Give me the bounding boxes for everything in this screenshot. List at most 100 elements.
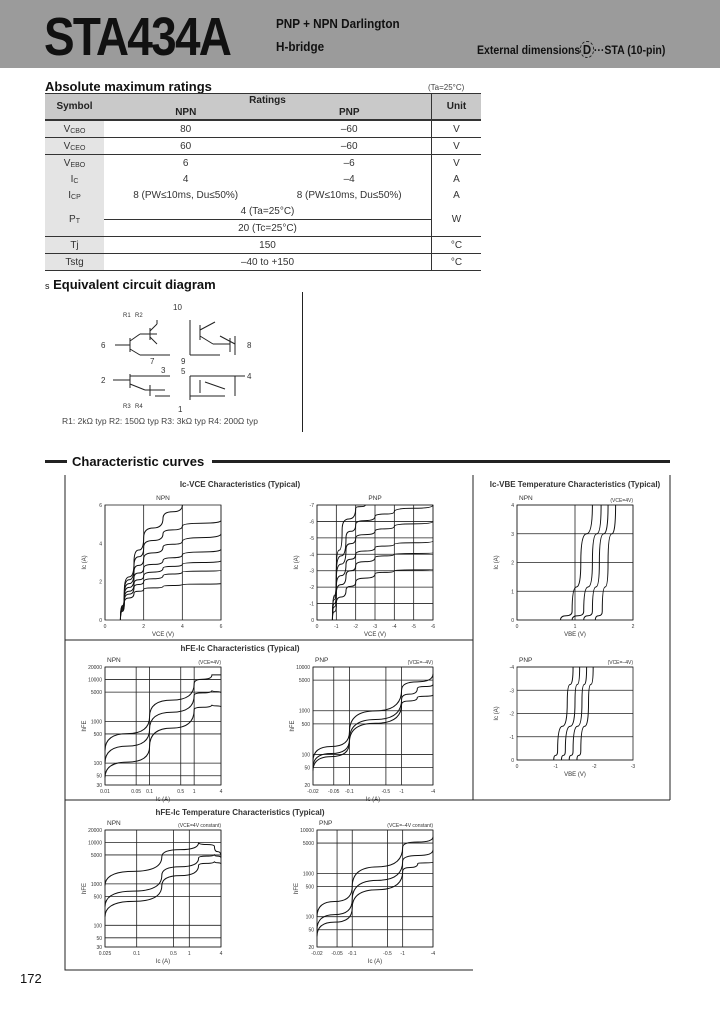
- resistor-label: R4: [135, 404, 143, 410]
- external-dimensions: External dimensions D ···STA (10-pin): [477, 41, 665, 58]
- y-tick-label: -2: [310, 585, 315, 591]
- plot-area: [104, 666, 222, 786]
- chart-subtitle: NPN: [519, 495, 533, 502]
- dimension-code-badge: D: [580, 41, 594, 58]
- curves-title: Characteristic curves: [72, 454, 205, 469]
- equivalent-circuit-diagram: 10 6 7 8 9 2 3 5 4 1 R1 R2 R3 R4: [101, 303, 252, 414]
- table-row: 20 (Tc=25°C): [45, 219, 481, 237]
- section-bar-right: [212, 460, 670, 463]
- col-pnp: PNP: [338, 107, 360, 118]
- pt-value-ta: 4 (Ta=25°C): [104, 203, 432, 220]
- symbol: P: [69, 214, 76, 225]
- x-tick-label: -0.1: [348, 951, 357, 957]
- series-curve-2: [119, 533, 222, 621]
- y-tick-label: -6: [310, 519, 315, 525]
- chart-7: -0.02 -0.05 -0.1 -0.5 -1 -4 20 50 100 500 1000 5000…: [294, 820, 435, 965]
- pin-4: 4: [247, 372, 252, 381]
- x-tick-label: 0: [516, 624, 519, 630]
- series-curve-1: [312, 684, 434, 768]
- series-curve-1: [560, 666, 581, 761]
- y-tick-label: 500: [94, 732, 103, 738]
- x-tick-label: -0.5: [383, 951, 392, 957]
- x-tick-label: 2: [632, 624, 635, 630]
- x-tick-label: -0.02: [307, 789, 319, 795]
- y-tick-label: 30: [96, 783, 102, 789]
- x-tick-label: -0.02: [311, 951, 323, 957]
- chart-title: hFE-Ic Characteristics (Typical): [181, 644, 300, 653]
- table-row: PT 4 (Ta=25°C) W: [45, 203, 481, 237]
- series-curve-3: [576, 666, 594, 761]
- col-symbol: Symbol: [45, 93, 104, 121]
- tstg-value: –40 to +150: [104, 253, 432, 271]
- unit: V: [431, 154, 481, 171]
- npn-value: 6: [182, 157, 189, 169]
- resistor-label: R3: [123, 404, 131, 410]
- y-tick-label: 2: [511, 561, 514, 567]
- y-tick-label: 500: [306, 884, 315, 890]
- x-tick-label: -1: [399, 789, 404, 795]
- symbol: I: [68, 189, 72, 201]
- x-tick-label: 6: [220, 624, 223, 630]
- plot-area: [104, 829, 222, 948]
- bullet: s: [45, 281, 50, 291]
- x-axis-label: VCE (V): [364, 632, 386, 638]
- y-tick-label: -3: [310, 569, 315, 575]
- pin-7: 7: [150, 357, 155, 366]
- y-tick-label: 20000: [88, 665, 102, 671]
- series-curve-4: [331, 552, 434, 621]
- series-curve-0: [119, 504, 183, 621]
- x-tick-label: -1: [553, 764, 558, 770]
- table-header-row: Symbol Ratings NPN PNP Unit: [45, 93, 481, 121]
- y-tick-label: -2: [510, 712, 515, 718]
- y-tick-label: 4: [99, 541, 102, 547]
- y-tick-label: -1: [310, 602, 315, 608]
- x-axis-label: Ic (A): [156, 959, 170, 965]
- x-axis-label: VBE (V): [564, 632, 586, 638]
- chart-note: (VCE=–4V): [408, 660, 434, 666]
- table-row: VCEO 60 –60 V: [45, 137, 481, 155]
- col-ratings: Ratings NPN PNP: [104, 93, 432, 121]
- y-tick-label: 10000: [300, 828, 314, 834]
- section-bar-left: [45, 460, 67, 463]
- x-tick-label: -4: [431, 951, 436, 957]
- series-curve-5: [119, 569, 222, 621]
- x-tick-label: -0.05: [331, 951, 343, 957]
- y-tick-label: 20: [304, 783, 310, 789]
- x-tick-label: 4: [220, 789, 223, 795]
- x-tick-label: -3: [373, 624, 378, 630]
- chart-subtitle: NPN: [156, 495, 170, 502]
- y-tick-label: 10000: [88, 678, 102, 684]
- series-curve-0: [104, 674, 221, 751]
- symbol: I: [70, 173, 74, 185]
- table-row: VCBO 80 –60 V: [45, 120, 481, 138]
- y-tick-label: 1: [511, 589, 514, 595]
- x-tick-label: 0.01: [100, 789, 110, 795]
- series-curve-2: [104, 861, 222, 917]
- x-tick-label: -5: [411, 624, 416, 630]
- chart-subtitle: PNP: [319, 820, 332, 827]
- resistor-label: R2: [135, 313, 143, 319]
- table-row: IC 4 –4 A: [45, 171, 481, 187]
- x-tick-label: -0.05: [328, 789, 340, 795]
- header-band: [0, 0, 720, 68]
- table-row: ICP 8 (PW≤10ms, Du≤50%) 8 (PW≤10ms, Du≤50%…: [45, 187, 481, 203]
- chart-title: hFE-Ic Temperature Characteristics (Typi…: [155, 808, 324, 817]
- unit: °C: [431, 253, 481, 271]
- x-axis-label: Ic (A): [368, 959, 382, 965]
- pnp-value: 8 (PW≤10ms, Du≤50%): [296, 189, 402, 201]
- y-tick-label: 4: [511, 503, 514, 509]
- symbol-sub: C: [73, 177, 79, 185]
- external-dimensions-label: External dimensions: [477, 43, 581, 57]
- y-tick-label: 5000: [303, 841, 314, 847]
- y-tick-label: 100: [306, 915, 315, 921]
- pin-6: 6: [101, 341, 106, 350]
- chart-5: -0.02 -0.05 -0.1 -0.5 -1 -4 20 50 100 500 1000 5000…: [290, 657, 435, 803]
- pnp-value: –4: [343, 173, 355, 185]
- series-curve-2: [568, 666, 588, 761]
- y-axis-label: hFE: [82, 883, 88, 894]
- pnp-value: –60: [267, 120, 432, 138]
- chart-title: Ic-VCE Characteristics (Typical): [180, 480, 301, 489]
- x-tick-label: 4: [220, 951, 223, 957]
- x-tick-label: 0.1: [133, 951, 140, 957]
